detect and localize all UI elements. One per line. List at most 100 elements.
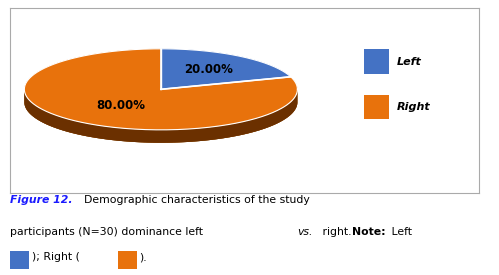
Polygon shape (59, 116, 61, 130)
Polygon shape (139, 129, 142, 142)
Polygon shape (217, 126, 220, 139)
Polygon shape (276, 110, 277, 124)
Polygon shape (69, 119, 71, 133)
Polygon shape (274, 111, 276, 125)
Polygon shape (36, 106, 38, 120)
Polygon shape (293, 98, 294, 112)
Polygon shape (26, 96, 27, 110)
Polygon shape (204, 128, 207, 141)
Polygon shape (291, 100, 292, 114)
Polygon shape (54, 115, 57, 128)
Polygon shape (34, 104, 35, 118)
Polygon shape (38, 107, 39, 121)
Polygon shape (194, 128, 197, 142)
Polygon shape (122, 128, 126, 141)
Polygon shape (156, 130, 160, 143)
Polygon shape (61, 117, 64, 131)
Polygon shape (119, 128, 122, 141)
Polygon shape (238, 122, 241, 136)
Text: Left: Left (388, 227, 412, 237)
Polygon shape (173, 130, 177, 142)
Polygon shape (184, 129, 187, 142)
Polygon shape (82, 122, 85, 136)
Polygon shape (112, 127, 116, 141)
Polygon shape (207, 127, 210, 140)
Polygon shape (116, 128, 119, 141)
Polygon shape (223, 125, 226, 138)
Polygon shape (28, 99, 29, 113)
Polygon shape (106, 126, 109, 140)
Polygon shape (146, 130, 149, 143)
Polygon shape (201, 128, 204, 141)
Polygon shape (226, 125, 229, 138)
Text: Right: Right (397, 102, 431, 112)
Text: Demographic characteristics of the study: Demographic characteristics of the study (84, 195, 310, 205)
Polygon shape (265, 114, 268, 128)
Polygon shape (232, 123, 235, 137)
Polygon shape (279, 109, 281, 122)
Polygon shape (43, 110, 44, 123)
Polygon shape (270, 113, 272, 127)
Text: ).: ). (139, 252, 147, 262)
Polygon shape (35, 105, 36, 119)
Polygon shape (285, 105, 287, 119)
Polygon shape (210, 127, 214, 140)
Polygon shape (295, 95, 296, 109)
Polygon shape (241, 122, 243, 135)
Text: Left: Left (397, 57, 422, 67)
Polygon shape (97, 125, 100, 139)
Text: 20.00%: 20.00% (185, 63, 234, 76)
Polygon shape (254, 118, 256, 132)
Polygon shape (79, 122, 82, 135)
Polygon shape (220, 125, 223, 139)
Polygon shape (294, 97, 295, 111)
Polygon shape (66, 119, 69, 132)
Polygon shape (170, 130, 173, 143)
Polygon shape (167, 130, 170, 143)
Text: Note:: Note: (352, 227, 386, 237)
Polygon shape (85, 123, 88, 136)
Polygon shape (229, 124, 232, 138)
Polygon shape (287, 104, 288, 118)
Polygon shape (153, 130, 156, 143)
Polygon shape (272, 112, 274, 126)
Polygon shape (161, 49, 291, 89)
Polygon shape (32, 103, 34, 117)
Polygon shape (149, 130, 153, 143)
Polygon shape (177, 130, 180, 142)
Polygon shape (142, 130, 146, 142)
Polygon shape (258, 117, 261, 131)
Polygon shape (282, 107, 284, 120)
Polygon shape (256, 118, 258, 131)
Polygon shape (281, 108, 282, 122)
Polygon shape (289, 102, 290, 116)
Polygon shape (88, 123, 91, 137)
Polygon shape (31, 102, 32, 116)
Polygon shape (24, 89, 297, 143)
Polygon shape (94, 125, 97, 138)
Polygon shape (197, 128, 201, 141)
Polygon shape (48, 112, 50, 126)
Polygon shape (161, 49, 291, 89)
Polygon shape (76, 121, 79, 135)
Polygon shape (39, 108, 41, 122)
Polygon shape (57, 116, 59, 129)
Text: Figure 12.: Figure 12. (10, 195, 72, 205)
Polygon shape (27, 97, 28, 111)
Polygon shape (163, 130, 167, 143)
Bar (364, 95, 389, 119)
Polygon shape (180, 129, 184, 142)
Polygon shape (91, 124, 94, 138)
Polygon shape (44, 111, 46, 124)
Polygon shape (251, 119, 254, 133)
Polygon shape (74, 120, 76, 134)
Polygon shape (249, 120, 251, 133)
Text: right.: right. (319, 227, 355, 237)
Polygon shape (292, 99, 293, 113)
Polygon shape (187, 129, 191, 142)
Text: participants (N=30) dominance left: participants (N=30) dominance left (10, 227, 207, 237)
Polygon shape (24, 49, 297, 130)
Polygon shape (290, 101, 291, 115)
Polygon shape (246, 120, 249, 134)
Polygon shape (263, 115, 265, 129)
